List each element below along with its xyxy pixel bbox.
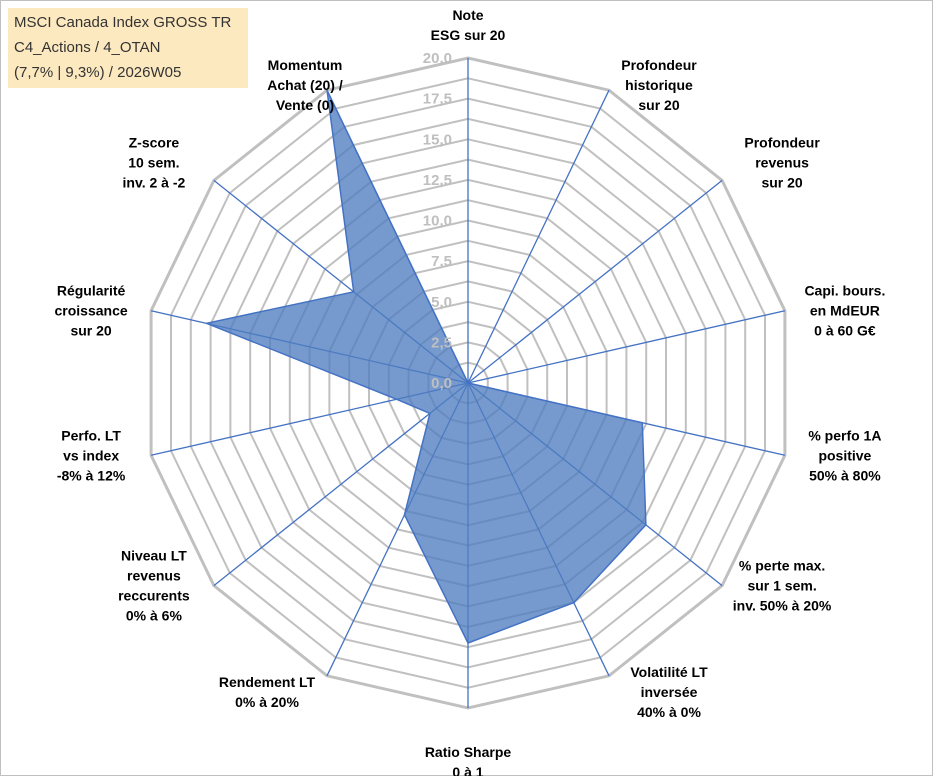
axis-label-11-line-1: croissance: [55, 303, 128, 319]
tick-label-0: 0,0: [431, 375, 452, 392]
axis-label-10: Perfo. LT vs index -8% à 12%: [57, 427, 126, 483]
axis-label-7: Ratio Sharpe 0 à 1: [425, 744, 512, 776]
axis-label-11-line-0: Régularité: [57, 283, 126, 299]
spoke-2: [467, 179, 723, 384]
tick-label-7: 17,5: [423, 91, 452, 108]
tick-label-5: 12,5: [423, 172, 452, 189]
axis-label-8: Rendement LT 0% à 20%: [219, 674, 316, 710]
axis-label-8-line-0: Rendement LT: [219, 674, 316, 690]
tick-label-6: 15,0: [423, 131, 452, 148]
axis-label-0-line-0: Note: [452, 7, 483, 23]
axis-label-5-line-1: sur 1 sem.: [747, 578, 816, 594]
axis-label-1-line-2: sur 20: [638, 97, 679, 113]
axis-label-7-line-1: 0 à 1: [452, 764, 483, 776]
axis-label-12-line-2: inv. 2 à -2: [123, 174, 186, 190]
axis-label-6-line-2: 40% à 0%: [637, 704, 701, 720]
axis-label-7-line-0: Ratio Sharpe: [425, 744, 512, 760]
chart-title-line-3: (7,7% | 9,3%) / 2026W05: [14, 64, 182, 81]
series-area: [204, 89, 647, 644]
chart-title-box: MSCI Canada Index GROSS TR C4_Actions / …: [8, 8, 248, 88]
axis-label-9: Niveau LT revenus reccurents 0% à 6%: [118, 548, 190, 624]
axis-label-5: % perte max. sur 1 sem. inv. 50% à 20%: [733, 558, 832, 614]
axis-label-10-line-1: vs index: [63, 447, 119, 463]
axis-label-9-line-3: 0% à 6%: [126, 608, 183, 624]
axis-label-2: Profondeur revenus sur 20: [744, 134, 820, 190]
axis-label-3-line-2: 0 à 60 G€: [814, 323, 876, 339]
spoke-1: [467, 89, 610, 384]
tick-label-2: 5,0: [431, 294, 452, 311]
axis-label-9-line-1: revenus: [127, 568, 181, 584]
axis-label-5-line-0: % perte max.: [739, 558, 825, 574]
axis-label-3-line-1: en MdEUR: [810, 303, 880, 319]
chart-title-line-1: MSCI Canada Index GROSS TR: [14, 14, 232, 31]
tick-label-4: 10,0: [423, 213, 452, 230]
axis-label-2-line-0: Profondeur: [744, 134, 820, 150]
axis-label-10-line-2: -8% à 12%: [57, 467, 126, 483]
chart-title-line-2: C4_Actions / 4_OTAN: [14, 39, 161, 56]
axis-label-9-line-2: reccurents: [118, 588, 190, 604]
axis-label-1-line-1: historique: [625, 77, 693, 93]
axis-label-4-line-1: positive: [818, 447, 871, 463]
axis-label-1: Profondeur historique sur 20: [621, 57, 697, 113]
axis-label-4: % perfo 1A positive 50% à 80%: [808, 427, 881, 483]
axis-label-12: Z-score 10 sem. inv. 2 à -2: [123, 134, 186, 190]
axis-label-3-line-0: Capi. bours.: [804, 283, 885, 299]
axis-label-11-line-2: sur 20: [70, 323, 111, 339]
axis-label-0-line-1: ESG sur 20: [431, 27, 506, 43]
spoke-9: [213, 382, 469, 587]
axis-label-5-line-2: inv. 50% à 20%: [733, 598, 832, 614]
axis-label-4-line-0: % perfo 1A: [808, 427, 881, 443]
axis-label-6-line-0: Volatilité LT: [630, 664, 708, 680]
axis-label-6-line-1: inversée: [641, 684, 698, 700]
axis-label-8-line-1: 0% à 20%: [235, 694, 299, 710]
axis-label-13: Momentum Achat (20) / Vente (0): [267, 57, 343, 113]
axis-label-2-line-2: sur 20: [761, 174, 802, 190]
axis-label-12-line-0: Z-score: [129, 134, 180, 150]
radar-series: [204, 89, 647, 644]
axis-label-9-line-0: Niveau LT: [121, 548, 187, 564]
tick-label-8: 20,0: [423, 50, 452, 67]
tick-label-3: 7,5: [431, 253, 452, 270]
axis-labels: Note ESG sur 20 Profondeur historique sur 20…: [55, 7, 886, 776]
axis-label-13-line-1: Achat (20) /: [267, 77, 343, 93]
axis-label-13-line-2: Vente (0): [276, 97, 334, 113]
axis-label-3: Capi. bours. en MdEUR 0 à 60 G€: [804, 283, 885, 339]
axis-label-0: Note ESG sur 20: [431, 7, 506, 43]
axis-label-13-line-0: Momentum: [268, 57, 343, 73]
axis-label-11: Régularité croissance sur 20: [55, 283, 128, 339]
axis-label-1-line-0: Profondeur: [621, 57, 697, 73]
axis-label-4-line-2: 50% à 80%: [809, 467, 881, 483]
spoke-3: [467, 310, 786, 384]
radial-tick-labels: 0,0 2,5 5,0 7,5 10,0 12,5 15,0 17,5 20,0: [423, 50, 452, 392]
tick-label-1: 2,5: [431, 334, 452, 351]
axis-label-10-line-0: Perfo. LT: [61, 427, 121, 443]
axis-label-2-line-1: revenus: [755, 154, 809, 170]
axis-label-12-line-1: 10 sem.: [128, 154, 179, 170]
axis-label-6: Volatilité LT inversée 40% à 0%: [630, 664, 708, 720]
